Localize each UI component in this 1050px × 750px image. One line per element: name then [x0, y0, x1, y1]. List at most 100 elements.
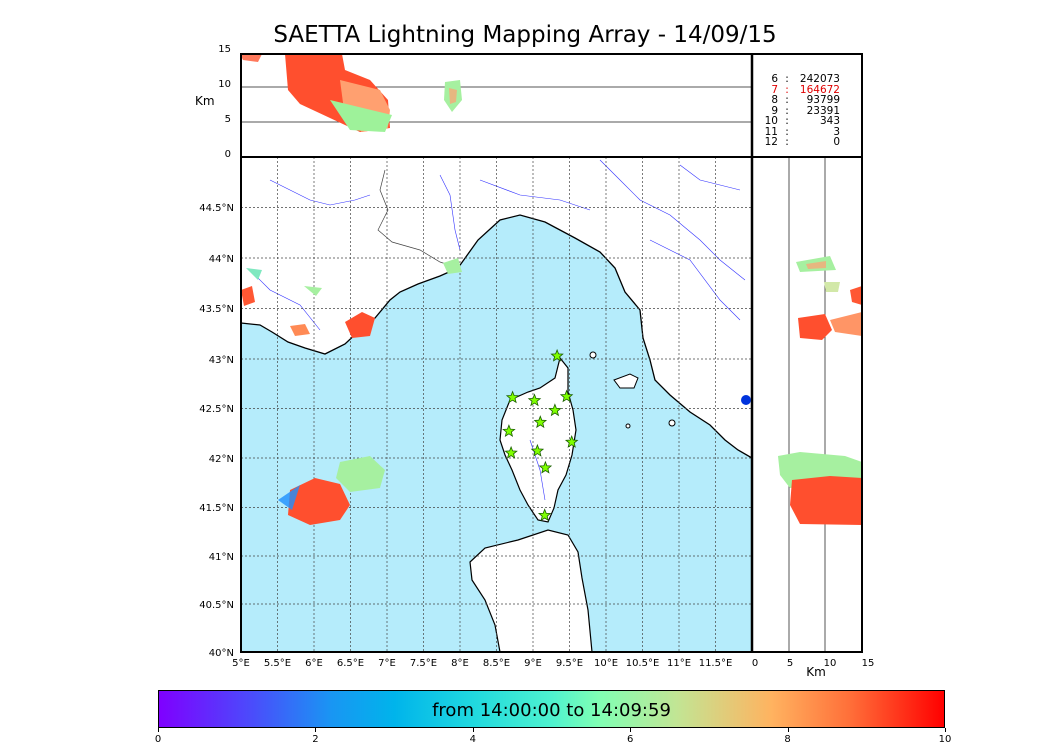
stats-panel	[751, 53, 863, 158]
lat-tick: 40.5°N	[199, 600, 234, 611]
station-star-marker	[505, 390, 520, 404]
stats-separator: :	[785, 73, 789, 85]
lon-tick: 8°E	[451, 658, 469, 669]
stats-separator: :	[785, 125, 789, 138]
stats-row: 12: 0	[756, 137, 856, 148]
lon-tick: 11.5°E	[699, 658, 733, 669]
stats-row: 8: 93799	[756, 95, 856, 106]
lightning-cluster-sardinia-sea	[278, 456, 385, 525]
stats-list: 6:242073 7:164672 8:93799 9:23391 10:343 11:3…	[756, 74, 856, 148]
top-ytick: 10	[218, 79, 231, 90]
colorbar-tick-label: 10	[938, 734, 952, 745]
colorbar-tick-mark	[787, 728, 789, 732]
station-star-marker	[559, 389, 574, 403]
stats-row: 11: 3	[756, 125, 856, 138]
colorbar	[158, 690, 945, 728]
stats-count: 164672	[799, 83, 840, 96]
lightning-point-east	[741, 395, 751, 405]
top-ytick: 5	[225, 114, 231, 125]
right-lightning-cluster-north	[796, 256, 840, 292]
right-xtick: 0	[752, 658, 758, 669]
stats-level: 7	[771, 83, 778, 96]
stats-count: 343	[819, 115, 840, 127]
lon-tick: 9.5°E	[556, 658, 583, 669]
stats-row: 10: 343	[756, 116, 856, 127]
lon-tick: 7.5°E	[410, 658, 437, 669]
lon-tick: 8.5°E	[483, 658, 510, 669]
station-star-marker	[538, 460, 553, 474]
lightning-cluster-marseille	[241, 268, 322, 336]
station-star-marker	[537, 508, 552, 522]
colorbar-tick-mark	[630, 728, 632, 732]
stats-count: 0	[833, 136, 840, 148]
station-star-marker	[504, 445, 518, 459]
colorbar-tick-mark	[945, 728, 946, 732]
right-panel-xlabel: Km	[806, 665, 826, 679]
lat-tick: 41.5°N	[199, 503, 234, 514]
colorbar-tick-mark	[158, 728, 159, 732]
station-star-marker	[548, 403, 562, 417]
right-xtick: 10	[824, 658, 837, 669]
stats-separator: :	[785, 115, 789, 127]
top-ytick: 0	[225, 149, 231, 160]
stats-separator: :	[785, 104, 789, 117]
stats-separator: :	[785, 94, 789, 106]
lat-tick: 41°N	[209, 552, 234, 563]
stats-count: 93799	[806, 94, 840, 106]
stats-row: 9: 23391	[756, 104, 856, 117]
top-lightning-cluster-west	[241, 54, 392, 132]
stats-count: 23391	[806, 104, 840, 117]
lon-tick: 10°E	[594, 658, 618, 669]
colorbar-tick-mark	[315, 728, 317, 732]
colorbar-tick-label: 4	[469, 734, 476, 745]
map-panel	[240, 156, 753, 653]
lat-tick: 44°N	[209, 254, 234, 265]
corsica-island	[499, 356, 577, 523]
lat-tick: 43°N	[209, 355, 234, 366]
lon-tick: 9°E	[524, 658, 542, 669]
top-ytick: 15	[218, 44, 231, 55]
stats-level: 12	[764, 136, 778, 148]
station-star-marker	[533, 415, 548, 429]
lon-tick: 6°E	[305, 658, 323, 669]
lon-tick: 5.5°E	[264, 658, 291, 669]
station-star-marker	[550, 348, 564, 362]
right-xtick: 5	[787, 658, 793, 669]
top-lightning-cluster-mid	[444, 80, 462, 112]
colorbar-tick-label: 8	[784, 734, 791, 745]
colorbar-tick-mark	[472, 728, 474, 732]
lat-tick: 43.5°N	[199, 304, 234, 315]
stats-level: 6	[771, 73, 778, 85]
colorbar-label: from 14:00:00 to 14:09:59	[432, 700, 671, 721]
lon-tick: 10.5°E	[626, 658, 660, 669]
figure-title: SAETTA Lightning Mapping Array - 14/09/1…	[273, 22, 777, 48]
colorbar-tick-label: 2	[312, 734, 319, 745]
stats-row: 6:242073	[756, 74, 856, 85]
station-markers	[502, 348, 579, 522]
top-panel-ylabel: Km	[195, 94, 215, 108]
station-star-marker	[530, 443, 545, 457]
colorbar-tick-label: 0	[154, 734, 162, 745]
lightning-cluster-north	[443, 258, 462, 274]
lat-tick: 42.5°N	[199, 404, 234, 415]
stats-row: 7:164672	[756, 83, 856, 96]
lat-tick: 42°N	[209, 454, 234, 465]
rivers	[249, 159, 746, 501]
lightning-cluster-nice	[345, 312, 375, 338]
station-star-marker	[564, 434, 579, 448]
lon-tick: 11°E	[667, 658, 691, 669]
lon-tick: 7°E	[378, 658, 396, 669]
stats-count: 242073	[799, 73, 840, 85]
right-altitude-panel	[750, 54, 863, 653]
colorbar-tick-label: 6	[627, 734, 634, 745]
country-border	[377, 169, 459, 269]
lon-tick: 6.5°E	[337, 658, 364, 669]
stats-level: 10	[764, 115, 778, 127]
stats-count: 3	[833, 125, 840, 138]
station-star-marker	[527, 393, 542, 407]
stats-level: 11	[764, 125, 778, 138]
stats-level: 8	[771, 94, 778, 106]
top-altitude-panel	[240, 53, 753, 158]
right-lightning-cluster-south	[778, 452, 862, 525]
